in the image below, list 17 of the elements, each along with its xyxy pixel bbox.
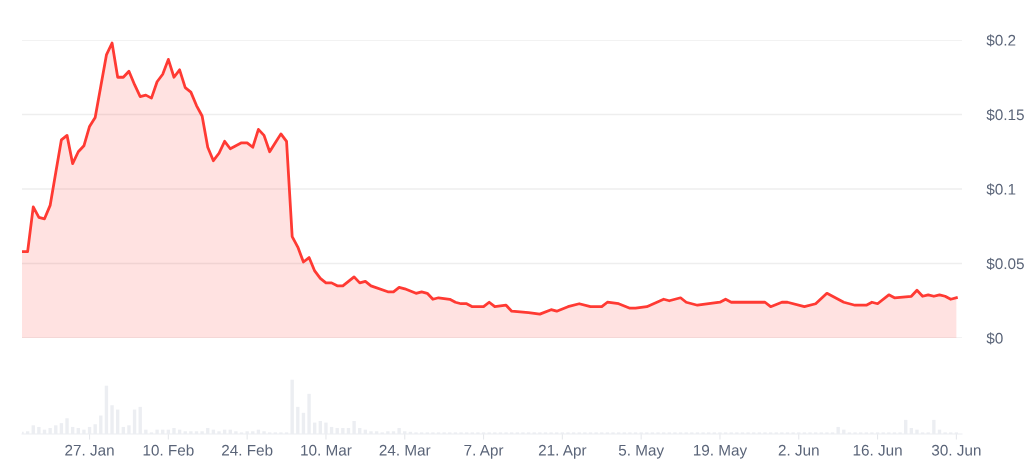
x-tick-label: 19. May [693, 444, 748, 459]
x-tick-label: 21. Apr [538, 444, 587, 459]
x-tick-label: 27. Jan [65, 444, 114, 456]
x-tick-label: 24. Feb [222, 444, 273, 456]
x-tick-label: 24. Mar [379, 444, 431, 456]
y-tick-label: $0.2 [986, 34, 1016, 47]
y-tick-label: $0.1 [986, 183, 1016, 196]
x-tick-label: 16. Jun [853, 444, 902, 456]
y-tick-label: $0 [986, 332, 1003, 345]
x-tick-label: 10. Mar [301, 444, 352, 456]
y-tick-label: $0.05 [986, 257, 1024, 271]
x-tick-label: 2. Jun [778, 444, 819, 456]
x-tick-label: 7. Apr [464, 444, 504, 459]
y-tick-label: $0.15 [986, 108, 1024, 122]
x-tick-label: 10. Feb [143, 444, 194, 456]
x-tick-label: 30. Jun [931, 444, 981, 456]
x-tick-label: 5. May [618, 444, 665, 459]
